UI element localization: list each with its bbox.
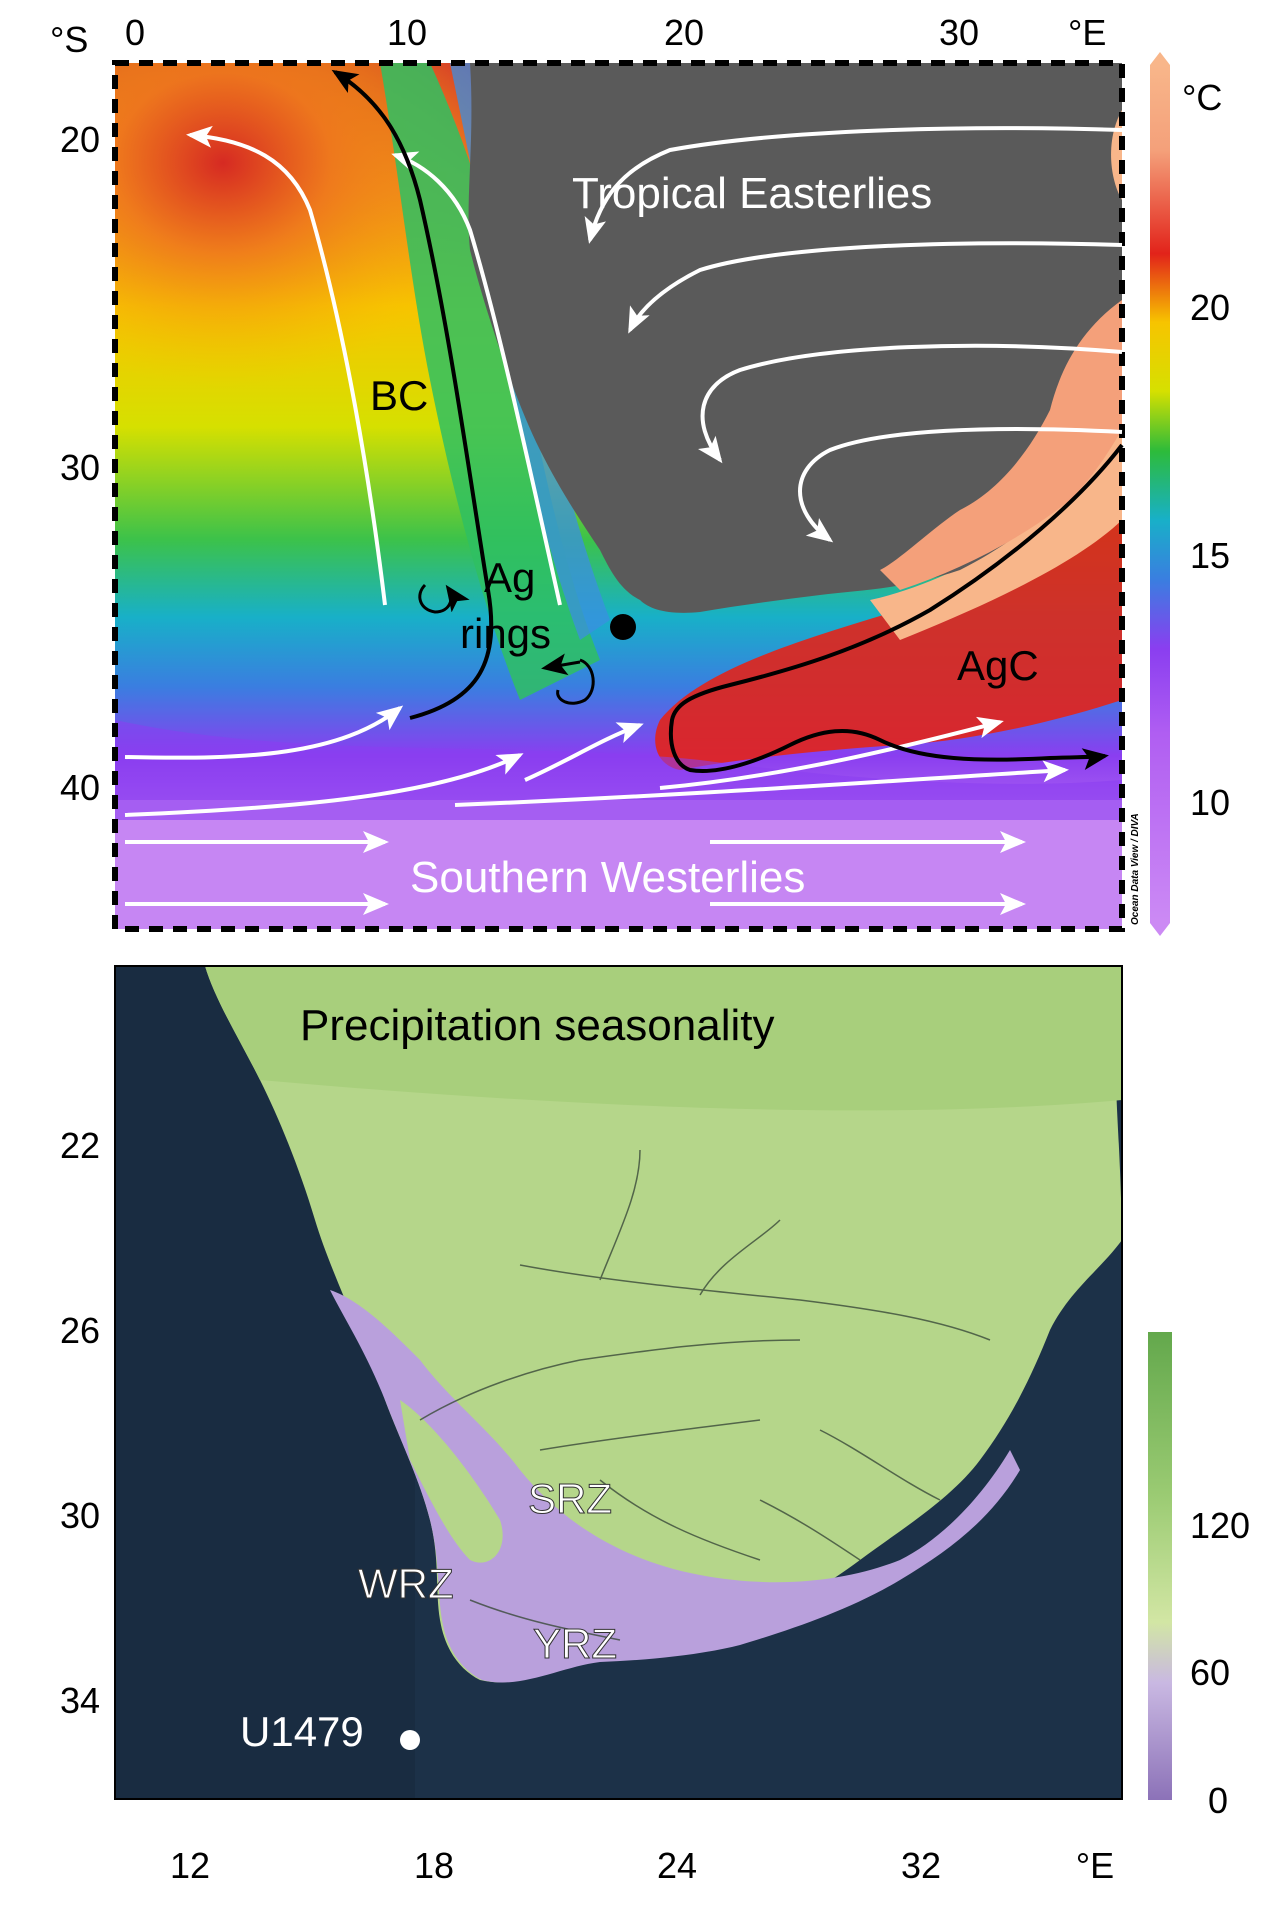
west-coast-wind-arrow-2	[391, 151, 562, 606]
sst-colorbar: °C 20 15 10	[1150, 52, 1230, 936]
lon-tick: 12	[170, 1845, 210, 1886]
winter-rainfall-zone	[330, 1290, 1020, 1683]
westerly-curved-arrow-2	[124, 753, 524, 817]
precip-map-panel: Precipitation seasonality SRZ WRZ YRZ U1…	[60, 965, 1250, 1886]
site-marker-bottom	[400, 1730, 420, 1750]
lat-tick: 20	[60, 119, 100, 160]
lon-tick: 20	[664, 12, 704, 53]
agulhas-ring-2	[556, 658, 595, 705]
colorbar-tick: 120	[1190, 1505, 1250, 1546]
precip-title: Precipitation seasonality	[300, 1001, 774, 1050]
precip-colorbar: 120 60 0	[1148, 1332, 1250, 1821]
agulhas-ring-1	[418, 583, 470, 614]
agulhas-warm-water	[655, 480, 1122, 770]
colorbar-tick: 60	[1190, 1652, 1230, 1693]
precip-map-frame	[114, 965, 1123, 1800]
ocean-currents	[331, 69, 1124, 773]
lat-unit-top: °S	[50, 19, 88, 60]
wind-arrows	[124, 125, 1123, 915]
westerly-long-arrow	[454, 760, 1069, 807]
site-marker-top	[610, 614, 636, 640]
westerly-curved-arrow-3	[524, 722, 644, 782]
label-bc: BC	[370, 372, 428, 419]
west-coast-wind-arrow-1	[186, 125, 387, 606]
map-credit: Ocean Data View / DIVA	[1130, 813, 1141, 925]
westerly-curved-arrow-4	[659, 716, 1004, 790]
trade-wind-arrow-4	[798, 427, 1123, 543]
colorbar-tick: 15	[1190, 535, 1230, 576]
label-ag-rings-line1: Ag	[484, 554, 535, 601]
lat-ticks-top: 20 30 40	[60, 119, 100, 808]
lon-tick: 32	[901, 1845, 941, 1886]
westerly-curved-arrow-1	[124, 705, 404, 760]
colorbar-tick: 20	[1190, 287, 1230, 328]
trade-wind-arrow-1	[584, 126, 1123, 244]
label-agc: AgC	[957, 642, 1039, 689]
lon-tick: 0	[125, 12, 145, 53]
trade-wind-arrow-2	[628, 241, 1123, 334]
zone-label-yrz: YRZ	[533, 1620, 617, 1667]
colorbar-tick: 0	[1208, 1780, 1228, 1821]
zone-label-wrz: WRZ	[358, 1560, 454, 1607]
label-southern-westerlies: Southern Westerlies	[410, 853, 805, 902]
site-label: U1479	[240, 1708, 364, 1755]
lon-tick: 24	[657, 1845, 697, 1886]
lon-tick: 10	[387, 12, 427, 53]
benguela-current-arrow	[331, 69, 494, 720]
lon-ticks-bottom: 12 18 24 32 °E	[170, 1845, 1114, 1886]
zone-label-srz: SRZ	[528, 1475, 612, 1522]
label-ag-rings-line2: rings	[460, 610, 551, 657]
lat-tick: 30	[60, 447, 100, 488]
lon-ticks-top: 0 10 20 30	[125, 12, 979, 53]
lat-ticks-bottom: 22 26 30 34	[60, 1125, 100, 1721]
colorbar-tick: 10	[1190, 782, 1230, 823]
lat-tick: 34	[60, 1680, 100, 1721]
lon-tick: 30	[939, 12, 979, 53]
lat-tick: 22	[60, 1125, 100, 1166]
agulhas-current-path	[669, 443, 1124, 773]
lon-unit-bottom: °E	[1076, 1845, 1114, 1886]
colorbar-unit: °C	[1182, 77, 1222, 118]
lat-tick: 26	[60, 1310, 100, 1351]
lat-tick: 40	[60, 767, 100, 808]
lon-tick: 18	[414, 1845, 454, 1886]
lon-unit-top: °E	[1068, 12, 1106, 53]
rivers	[419, 1149, 991, 1641]
trade-wind-arrow-3	[698, 343, 1123, 464]
sst-map-frame	[112, 60, 1125, 932]
lat-tick: 30	[60, 1495, 100, 1536]
sst-map-panel: Tropical Easterlies Southern Westerlies …	[50, 12, 1230, 936]
label-tropical-easterlies: Tropical Easterlies	[572, 169, 932, 218]
africa-landmass	[468, 63, 1122, 613]
